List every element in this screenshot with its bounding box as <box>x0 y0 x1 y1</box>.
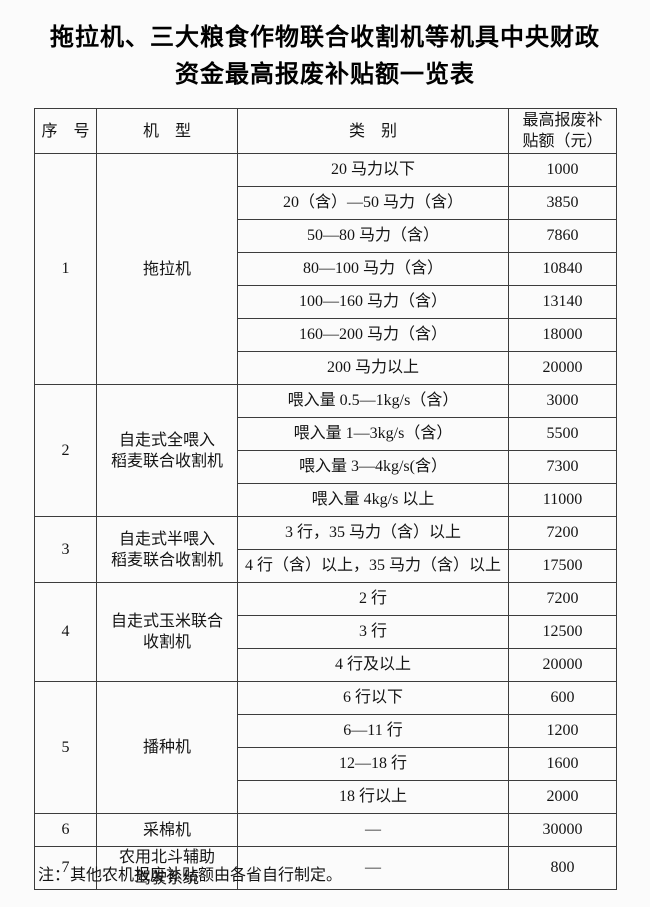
table-row: 200 马力以上 20000 <box>35 351 617 385</box>
title-line2: 资金最高报废补贴额一览表 <box>175 62 475 88</box>
cell-amount: 1000 <box>508 153 617 187</box>
cell-amount: 20000 <box>508 351 617 385</box>
table-row: 3 行 12500 <box>35 615 617 649</box>
table-row: 喂入量 4kg/s 以上 11000 <box>35 483 617 517</box>
table-row: 7 农用北斗辅助 驾驶系统 — 800 <box>34 846 617 890</box>
cell-serial-number: 1 <box>34 153 97 385</box>
table-row: 喂入量 3—4kg/s(含） 7300 <box>35 450 617 484</box>
cell-category: 18 行以上 <box>237 780 509 814</box>
cell-machine-type: 自走式玉米联合 收割机 <box>96 582 238 682</box>
title-line1: 拖拉机、三大粮食作物联合收割机等机具中央财政 <box>50 25 600 51</box>
table-row: 6—11 行 1200 <box>35 714 617 748</box>
cell-amount: 7200 <box>508 516 617 550</box>
cell-machine-type: 农用北斗辅助 驾驶系统 <box>96 846 238 890</box>
cell-category: 160—200 马力（含） <box>237 318 509 352</box>
cell-amount: 7300 <box>508 450 617 484</box>
cell-amount: 5500 <box>508 417 617 451</box>
cell-category: 喂入量 3—4kg/s(含） <box>237 450 509 484</box>
table-row: 1 拖拉机 20 马力以下 1000 <box>34 153 617 385</box>
cell-amount: 1600 <box>508 747 617 781</box>
table-row: 100—160 马力（含） 13140 <box>35 285 617 319</box>
cell-amount: 1200 <box>508 714 617 748</box>
cell-amount: 2000 <box>508 780 617 814</box>
cell-amount: 30000 <box>508 813 617 847</box>
cell-category: 3 行，35 马力（含）以上 <box>237 516 509 550</box>
cell-amount: 17500 <box>508 549 617 583</box>
cell-category: 6—11 行 <box>237 714 509 748</box>
cell-machine-type: 采棉机 <box>96 813 238 847</box>
cell-category: 喂入量 4kg/s 以上 <box>237 483 509 517</box>
cell-serial-number: 2 <box>34 384 97 517</box>
table-row: 4 行及以上 20000 <box>35 648 617 682</box>
table-row: 3 自走式半喂入 稻麦联合收割机 3 行，35 马力（含）以上 7200 <box>34 516 617 583</box>
cell-amount: 7200 <box>508 582 617 616</box>
cell-serial-number: 5 <box>34 681 97 814</box>
cell-amount: 18000 <box>508 318 617 352</box>
cell-category: 3 行 <box>237 615 509 649</box>
cell-category: 6 行以下 <box>237 681 509 715</box>
table-row: 2 自走式全喂入 稻麦联合收割机 喂入量 0.5—1kg/s（含） 3000 <box>34 384 617 517</box>
cell-category: 20 马力以下 <box>237 153 509 187</box>
cell-serial-number: 3 <box>34 516 97 583</box>
cell-category: 喂入量 1—3kg/s（含） <box>237 417 509 451</box>
table-row: 喂入量 1—3kg/s（含） 5500 <box>35 417 617 451</box>
cell-amount: 20000 <box>508 648 617 682</box>
cell-amount: 3850 <box>508 186 617 220</box>
cell-category: 50—80 马力（含） <box>237 219 509 253</box>
cell-category: 喂入量 0.5—1kg/s（含） <box>237 384 509 418</box>
table-row: 18 行以上 2000 <box>35 780 617 814</box>
cell-machine-type: 拖拉机 <box>96 153 238 385</box>
cell-amount: 7860 <box>508 219 617 253</box>
cell-amount: 12500 <box>508 615 617 649</box>
cell-machine-type: 自走式全喂入 稻麦联合收割机 <box>96 384 238 517</box>
cell-amount: 11000 <box>508 483 617 517</box>
col-header-amount: 最高报废补 贴额（元） <box>508 108 617 154</box>
col-header-serial: 序 号 <box>34 108 97 154</box>
footnote: 注：其他农机报废补贴额由各省自行制定。 <box>38 867 343 884</box>
col-header-category: 类 别 <box>237 108 509 154</box>
cell-category: — <box>237 846 509 890</box>
table-row: 12—18 行 1600 <box>35 747 617 781</box>
cell-amount: 800 <box>508 846 617 890</box>
cell-amount: 13140 <box>508 285 617 319</box>
table-row: 4 行（含）以上，35 马力（含）以上 17500 <box>35 549 617 583</box>
table-row: 160—200 马力（含） 18000 <box>35 318 617 352</box>
table-header-row: 序 号 机 型 类 别 最高报废补 贴额（元） <box>34 108 617 154</box>
cell-machine-type: 自走式半喂入 稻麦联合收割机 <box>96 516 238 583</box>
cell-category: 80—100 马力（含） <box>237 252 509 286</box>
cell-category: 12—18 行 <box>237 747 509 781</box>
cell-machine-type: 播种机 <box>96 681 238 814</box>
col-header-machine: 机 型 <box>96 108 238 154</box>
table-row: 20（含）—50 马力（含） 3850 <box>35 186 617 220</box>
cell-category: — <box>237 813 509 847</box>
cell-category: 4 行及以上 <box>237 648 509 682</box>
cell-serial-number: 4 <box>34 582 97 682</box>
cell-serial-number: 7 <box>34 846 97 890</box>
cell-category: 200 马力以上 <box>237 351 509 385</box>
cell-category: 20（含）—50 马力（含） <box>237 186 509 220</box>
cell-amount: 10840 <box>508 252 617 286</box>
subsidy-table: 序 号 机 型 类 别 最高报废补 贴额（元） 1 拖拉机 20 马力以下 10… <box>34 108 617 890</box>
cell-category: 2 行 <box>237 582 509 616</box>
cell-amount: 3000 <box>508 384 617 418</box>
table-row: 6 采棉机 — 30000 <box>34 813 617 847</box>
cell-category: 4 行（含）以上，35 马力（含）以上 <box>237 549 509 583</box>
table-row: 80—100 马力（含） 10840 <box>35 252 617 286</box>
table-row: 5 播种机 6 行以下 600 <box>34 681 617 814</box>
cell-serial-number: 6 <box>34 813 97 847</box>
page-title: 拖拉机、三大粮食作物联合收割机等机具中央财政 资金最高报废补贴额一览表 <box>0 0 650 94</box>
cell-category: 100—160 马力（含） <box>237 285 509 319</box>
table-row: 4 自走式玉米联合 收割机 2 行 7200 <box>34 582 617 682</box>
cell-amount: 600 <box>508 681 617 715</box>
